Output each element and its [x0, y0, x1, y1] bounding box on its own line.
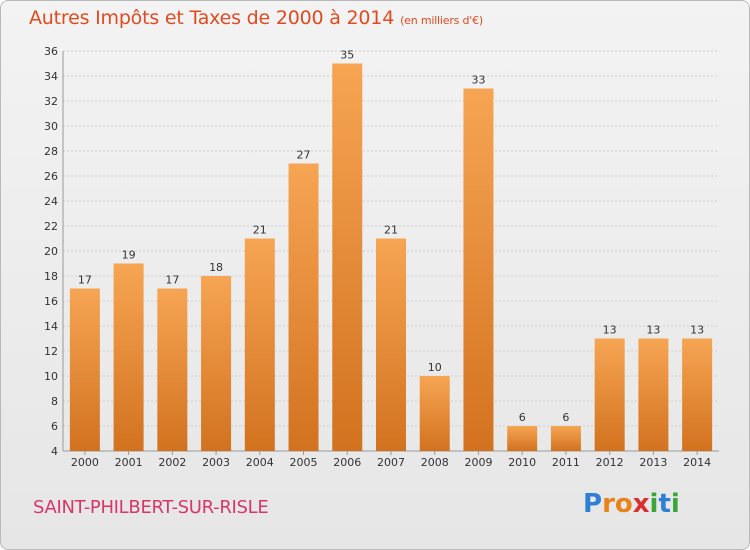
y-tick-label: 12 [44, 345, 58, 358]
bar [638, 338, 669, 451]
data-label: 27 [297, 149, 311, 162]
x-tick-label: 2007 [377, 456, 405, 469]
data-label: 19 [122, 249, 136, 262]
y-tick-label: 32 [44, 95, 58, 108]
chart-subtitle: (en milliers d'€) [400, 14, 483, 27]
x-tick-label: 2012 [596, 456, 624, 469]
logo-letter: o [614, 489, 633, 519]
x-tick-label: 2005 [290, 456, 318, 469]
data-label: 21 [384, 224, 398, 237]
y-tick-label: 18 [44, 270, 58, 283]
proxiti-logo: Proxiti [583, 489, 680, 519]
y-tick-label: 22 [44, 220, 58, 233]
data-label: 17 [165, 274, 179, 287]
bar [113, 263, 144, 451]
y-tick-label: 20 [44, 245, 58, 258]
data-label: 35 [340, 49, 354, 62]
x-tick-label: 2010 [508, 456, 536, 469]
bar [376, 238, 406, 451]
x-tick-label: 2011 [552, 456, 580, 469]
y-tick-label: 24 [44, 195, 58, 208]
y-tick-label: 36 [44, 45, 58, 58]
city-name: SAINT-PHILBERT-SUR-RISLE [33, 497, 269, 518]
x-tick-label: 2003 [202, 456, 230, 469]
x-tick-label: 2008 [421, 456, 449, 469]
bar [201, 276, 232, 451]
x-tick-label: 2002 [158, 456, 186, 469]
bar [244, 238, 275, 451]
data-label: 13 [603, 324, 617, 337]
data-label: 33 [471, 74, 485, 87]
logo-letter: P [583, 489, 603, 519]
bar [69, 288, 100, 451]
y-tick-label: 34 [44, 70, 58, 83]
bar [550, 426, 581, 451]
bar [507, 426, 538, 451]
logo-letter: i [670, 489, 680, 519]
data-label: 13 [646, 324, 660, 337]
data-label: 10 [428, 361, 442, 374]
x-tick-label: 2000 [71, 456, 99, 469]
y-tick-label: 4 [51, 445, 58, 458]
chart-title-text: Autres Impôts et Taxes de 2000 à 2014 [29, 7, 395, 29]
bar [463, 88, 494, 451]
y-tick-label: 28 [44, 145, 58, 158]
data-label: 17 [78, 274, 92, 287]
y-tick-label: 10 [44, 370, 58, 383]
logo-letter: i [649, 489, 659, 519]
data-label: 13 [690, 324, 704, 337]
x-tick-label: 2014 [683, 456, 711, 469]
data-label: 6 [519, 411, 526, 424]
logo-letter: r [602, 489, 615, 519]
bar [419, 376, 450, 451]
x-tick-label: 2006 [333, 456, 361, 469]
chart-title: Autres Impôts et Taxes de 2000 à 2014 (en… [29, 7, 483, 29]
x-tick-label: 2013 [639, 456, 667, 469]
y-tick-label: 6 [51, 420, 58, 433]
data-label: 18 [209, 261, 223, 274]
bar [332, 63, 363, 451]
y-tick-label: 8 [51, 395, 58, 408]
data-label: 6 [562, 411, 569, 424]
bar [157, 288, 188, 451]
y-tick-label: 14 [44, 320, 58, 333]
logo-letter: t [658, 489, 671, 519]
bar [594, 338, 625, 451]
bar [682, 338, 713, 451]
x-tick-label: 2001 [115, 456, 143, 469]
x-tick-label: 2009 [464, 456, 492, 469]
x-tick-label: 2004 [246, 456, 274, 469]
logo-letter: x [632, 489, 650, 519]
data-label: 21 [253, 224, 267, 237]
y-tick-label: 16 [44, 295, 58, 308]
y-tick-label: 26 [44, 170, 58, 183]
bar [288, 163, 319, 451]
y-tick-label: 30 [44, 120, 58, 133]
